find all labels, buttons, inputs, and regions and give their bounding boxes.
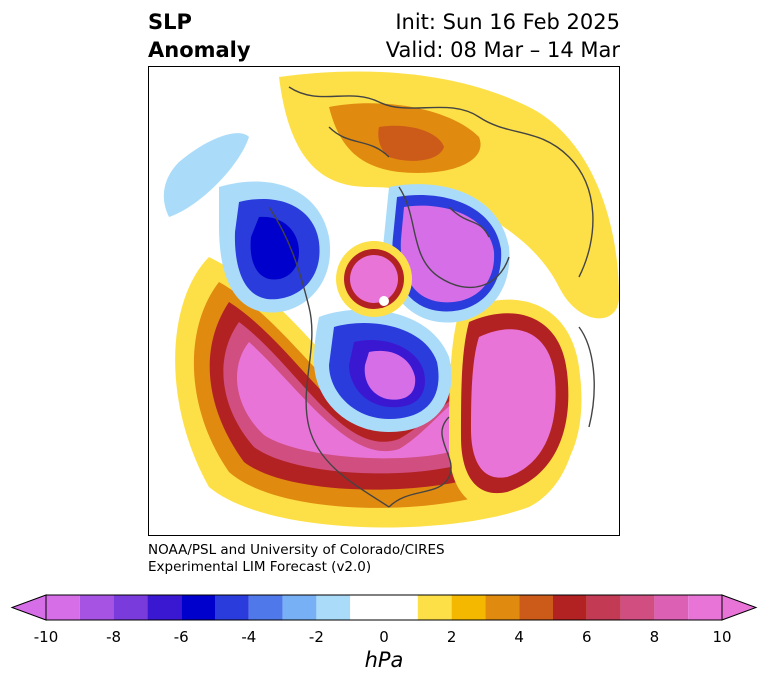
colorbar-bin [485,595,520,620]
title-anomaly: Anomaly [148,38,251,62]
colorbar-tick-label: 0 [379,628,389,646]
colorbar-bin [215,595,249,620]
colorbar-tick-label: -8 [106,628,122,646]
credit-line-1: NOAA/PSL and University of Colorado/CIRE… [148,542,445,558]
map-panel [148,66,620,536]
colorbar-bin [350,595,418,620]
coastline-overlay [268,86,595,508]
colorbar-bin [451,595,486,620]
colorbar-bin [519,595,553,620]
positive-anomaly-region-atlantic [449,299,582,509]
colorbar-bin [113,595,148,620]
title-variable: SLP [148,10,192,34]
negative-anomaly-region-siberia [383,184,510,323]
colorbar-tick-label: 2 [446,628,457,646]
colorbar-bin [79,595,114,620]
colorbar-bin [620,595,655,620]
colorbar-tick-label: 10 [712,628,732,646]
colorbar-extend-min [10,594,47,621]
colorbar-bin [282,595,317,620]
colorbar-bin [553,595,587,620]
colorbar-tick-label: 4 [514,628,524,646]
anomaly-map [163,71,619,528]
colorbar [10,594,758,621]
colorbar-extend-max [721,594,758,621]
colorbar-bin [46,595,80,620]
colorbar-tick-label: 6 [582,628,592,646]
negative-anomaly-region-alaska [219,181,331,313]
colorbar-units-label: hPa [364,648,404,672]
colorbar-bin [248,595,283,620]
credit-text: NOAA/PSL and University of Colorado/CIRE… [148,542,445,576]
colorbar-tick-label: -2 [308,628,324,646]
colorbar-bin [654,595,689,620]
date-block: Init: Sun 16 Feb 2025 Valid: 08 Mar – 14… [386,8,620,64]
colorbar-tick-label: 8 [649,628,660,646]
negative-anomaly-region-pacific-northwest [163,133,249,217]
colorbar-bin [586,595,621,620]
north-pole-marker [379,296,389,306]
colorbar-tick-label: -6 [173,628,189,646]
colorbar-bin [316,595,351,620]
positive-anomaly-polar-spot [336,241,412,317]
colorbar-bin [147,595,182,620]
colorbar-bin [688,595,722,620]
title-block: SLP Anomaly [148,8,251,64]
valid-range: Valid: 08 Mar – 14 Mar [385,38,620,62]
init-date: Init: Sun 16 Feb 2025 [395,10,620,34]
colorbar-bin [417,595,452,620]
colorbar-frame [45,594,723,621]
credit-line-2: Experimental LIM Forecast (v2.0) [148,559,372,575]
colorbar-tick-label: -10 [33,628,59,646]
negative-anomaly-region-canada [314,309,452,432]
colorbar-tick-label: -4 [241,628,257,646]
colorbar-bin [181,595,215,620]
